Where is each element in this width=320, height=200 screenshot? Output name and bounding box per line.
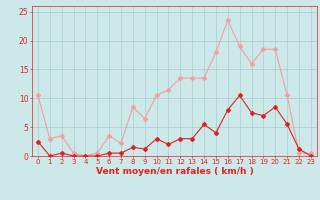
X-axis label: Vent moyen/en rafales ( km/h ): Vent moyen/en rafales ( km/h ) (96, 167, 253, 176)
